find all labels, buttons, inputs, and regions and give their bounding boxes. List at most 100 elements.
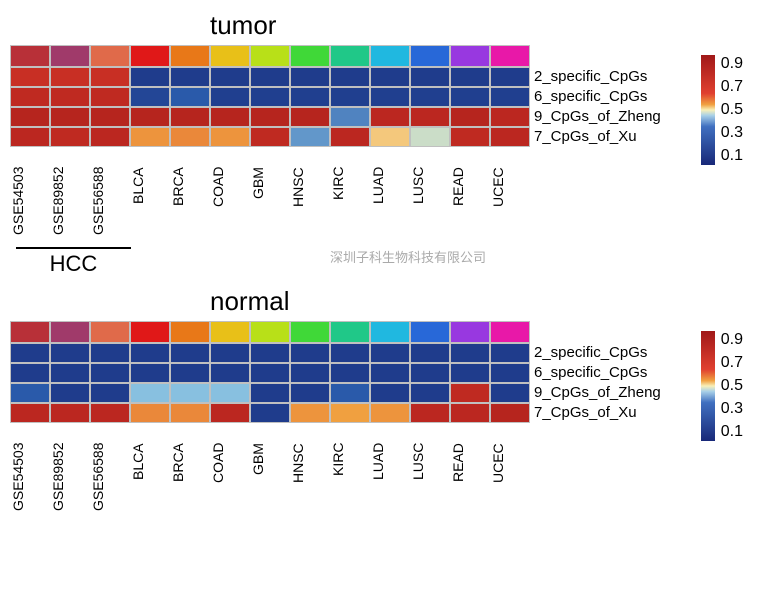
heatmap-cell bbox=[290, 67, 330, 87]
header-cell bbox=[10, 321, 50, 343]
column-label: UCEC bbox=[490, 167, 530, 247]
heatmap-cell bbox=[410, 343, 450, 363]
header-cell bbox=[50, 45, 90, 67]
column-label: KIRC bbox=[330, 167, 370, 247]
heatmap-cell bbox=[370, 107, 410, 127]
header-cell bbox=[450, 45, 490, 67]
heatmap-cell bbox=[250, 343, 290, 363]
header-cell bbox=[90, 321, 130, 343]
heatmap-cell bbox=[410, 127, 450, 147]
heatmap-cell bbox=[210, 67, 250, 87]
heatmap-cell bbox=[490, 403, 530, 423]
column-label: BLCA bbox=[130, 167, 170, 247]
heatmap-cell bbox=[410, 403, 450, 423]
heatmap-cell bbox=[50, 363, 90, 383]
heatmap-cell bbox=[170, 127, 210, 147]
heatmap-cell bbox=[90, 363, 130, 383]
column-label: COAD bbox=[210, 167, 250, 247]
colorbar: 0.90.70.50.30.1 bbox=[701, 331, 743, 441]
heatmap-cell bbox=[90, 383, 130, 403]
heatmap-cell bbox=[450, 127, 490, 147]
colorbar-tick: 0.5 bbox=[721, 101, 743, 119]
heatmap-cell bbox=[490, 383, 530, 403]
heatmap-cell bbox=[450, 403, 490, 423]
heatmap-cell bbox=[330, 403, 370, 423]
heatmap-cell bbox=[410, 87, 450, 107]
heatmap-cell bbox=[50, 127, 90, 147]
heatmap-cell bbox=[490, 87, 530, 107]
header-cell bbox=[50, 321, 90, 343]
heatmap-cell bbox=[130, 403, 170, 423]
panel-title: tumor bbox=[210, 10, 769, 41]
heatmap-cell bbox=[330, 107, 370, 127]
hcc-group-label: HCC bbox=[16, 247, 131, 277]
heatmap-cell bbox=[10, 67, 50, 87]
heatmap-cell bbox=[170, 383, 210, 403]
heatmap-cell bbox=[250, 107, 290, 127]
row-label: 6_specific_CpGs bbox=[534, 363, 661, 383]
column-label: BRCA bbox=[170, 167, 210, 247]
panel-title: normal bbox=[210, 286, 769, 317]
column-label: UCEC bbox=[490, 443, 530, 523]
heatmap-cell bbox=[130, 107, 170, 127]
colorbar-tick: 0.7 bbox=[721, 78, 743, 96]
column-label: LUAD bbox=[370, 443, 410, 523]
heatmap-cell bbox=[90, 343, 130, 363]
heatmap-cell bbox=[10, 87, 50, 107]
heatmap-cell bbox=[10, 127, 50, 147]
heatmap-cell bbox=[370, 127, 410, 147]
heatmap-cell bbox=[10, 403, 50, 423]
heatmap-cell bbox=[50, 383, 90, 403]
header-cell bbox=[170, 45, 210, 67]
colorbar-tick: 0.3 bbox=[721, 400, 743, 418]
row-label: 2_specific_CpGs bbox=[534, 67, 661, 87]
heatmap-cell bbox=[490, 67, 530, 87]
column-label: GBM bbox=[250, 167, 290, 247]
heatmap-cell bbox=[490, 107, 530, 127]
heatmap-cell bbox=[90, 107, 130, 127]
heatmap-cell bbox=[250, 67, 290, 87]
heatmap-cell bbox=[210, 343, 250, 363]
header-cell bbox=[90, 45, 130, 67]
header-cell bbox=[330, 45, 370, 67]
heatmap-cell bbox=[130, 383, 170, 403]
heatmap-cell bbox=[250, 383, 290, 403]
panel-tumor: tumor2_specific_CpGs6_specific_CpGs9_CpG… bbox=[10, 10, 769, 266]
heatmap bbox=[10, 321, 530, 423]
column-label: LUAD bbox=[370, 167, 410, 247]
watermark-text: 深圳子科生物科技有限公司 bbox=[330, 247, 769, 266]
heatmap-cell bbox=[290, 383, 330, 403]
colorbar-tick: 0.5 bbox=[721, 377, 743, 395]
header-cell bbox=[290, 321, 330, 343]
heatmap-cell bbox=[50, 107, 90, 127]
column-label: KIRC bbox=[330, 443, 370, 523]
heatmap-cell bbox=[290, 127, 330, 147]
heatmap-cell bbox=[330, 127, 370, 147]
column-label: GSE54503 bbox=[10, 443, 50, 523]
column-label: BLCA bbox=[130, 443, 170, 523]
column-label: BRCA bbox=[170, 443, 210, 523]
row-label: 9_CpGs_of_Zheng bbox=[534, 107, 661, 127]
heatmap-cell bbox=[10, 383, 50, 403]
heatmap-cell bbox=[130, 67, 170, 87]
heatmap-cell bbox=[450, 363, 490, 383]
heatmap-cell bbox=[50, 67, 90, 87]
heatmap-cell bbox=[490, 127, 530, 147]
heatmap-cell bbox=[330, 87, 370, 107]
header-cell bbox=[210, 45, 250, 67]
heatmap-cell bbox=[410, 363, 450, 383]
heatmap-cell bbox=[330, 343, 370, 363]
column-label: READ bbox=[450, 443, 490, 523]
heatmap-cell bbox=[290, 403, 330, 423]
heatmap-cell bbox=[130, 343, 170, 363]
colorbar-tick: 0.1 bbox=[721, 423, 743, 441]
colorbar-tick: 0.9 bbox=[721, 55, 743, 73]
heatmap-cell bbox=[450, 383, 490, 403]
column-label: GBM bbox=[250, 443, 290, 523]
heatmap-cell bbox=[130, 87, 170, 107]
heatmap-cell bbox=[10, 107, 50, 127]
heatmap-cell bbox=[370, 383, 410, 403]
heatmap-cell bbox=[250, 363, 290, 383]
heatmap-cell bbox=[10, 363, 50, 383]
heatmap-cell bbox=[450, 107, 490, 127]
